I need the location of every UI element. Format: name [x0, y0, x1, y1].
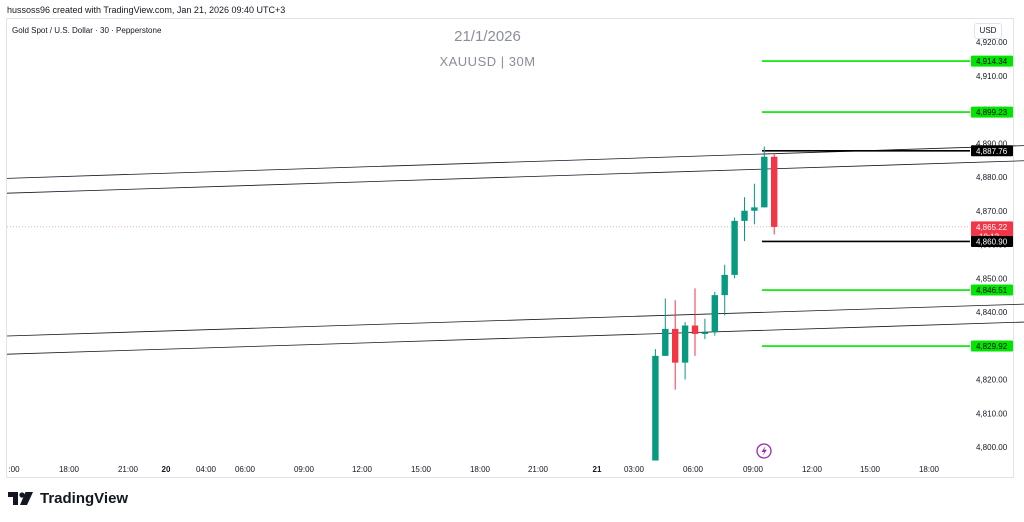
- y-tick-label: 4,820.00: [976, 376, 1008, 385]
- candle: [672, 300, 679, 390]
- price-tag-label: 4,887.76: [976, 147, 1008, 156]
- price-tag-box: [971, 145, 1013, 157]
- brand-name: TradingView: [40, 490, 129, 507]
- price-tag: 4,846.51: [971, 284, 1013, 296]
- x-tick-label: 04:00: [196, 465, 217, 474]
- candle: [751, 183, 758, 225]
- chart-frame: [6, 18, 1014, 478]
- candle: [652, 349, 659, 461]
- candle: [662, 298, 669, 356]
- y-tick-label: 4,910.00: [976, 72, 1008, 81]
- candle: [741, 197, 748, 242]
- chart-credit: hussoss96 created with TradingView.com, …: [7, 5, 286, 15]
- candle-body: [681, 325, 689, 363]
- trendline: [6, 145, 1024, 179]
- y-tick-label: 4,880.00: [976, 173, 1008, 182]
- candle-body: [761, 156, 768, 208]
- candle-body: [721, 274, 728, 296]
- x-tick-label: 15:00: [860, 465, 881, 474]
- x-tick-label: 12:00: [352, 465, 373, 474]
- symbol-description: Gold Spot / U.S. Dollar · 30 · Peppersto…: [12, 26, 162, 35]
- candle-body: [711, 295, 718, 333]
- tradingview-logo: TradingView: [8, 490, 128, 507]
- x-tick-label: 18:00: [59, 465, 80, 474]
- price-tag-label: 4,860.90: [976, 237, 1008, 246]
- price-tag-label: 4,846.51: [976, 286, 1008, 295]
- x-tick-label: 15:00: [411, 465, 432, 474]
- x-tick-label: 20: [162, 465, 171, 474]
- price-tag-box: [971, 106, 1013, 118]
- candle: [771, 153, 778, 235]
- candle-body: [751, 207, 758, 211]
- candle-body: [701, 332, 709, 334]
- x-tick-label: 09:00: [294, 465, 315, 474]
- candle-body: [771, 156, 778, 227]
- candle: [711, 291, 718, 336]
- candle-body: [672, 328, 679, 363]
- price-tag-box: [971, 340, 1013, 352]
- x-tick-label: 21:00: [118, 465, 139, 474]
- trendline: [6, 160, 1024, 194]
- price-tags: 4,914.344,899.234,887.764,865.2219:124,8…: [971, 55, 1013, 352]
- watermark-symbol: XAUUSD | 30M: [439, 54, 536, 69]
- price-tag-label: 4,899.23: [976, 108, 1008, 117]
- x-tick-label: :00: [8, 465, 20, 474]
- x-tick-label: 12:00: [802, 465, 823, 474]
- candle: [691, 288, 699, 356]
- price-tag: 4,887.76: [971, 145, 1013, 157]
- price-tag-label: 4,865.22: [976, 223, 1008, 232]
- watermark-date: 21/1/2026: [454, 28, 521, 45]
- candle-body: [691, 325, 699, 334]
- candle: [721, 264, 728, 316]
- candle: [681, 322, 689, 380]
- level-lines: [7, 60, 970, 347]
- x-tick-label: 21: [593, 465, 602, 474]
- price-tag-box: [971, 55, 1013, 67]
- y-tick-label: 4,800.00: [976, 443, 1008, 452]
- currency-label[interactable]: USD: [974, 23, 1002, 39]
- price-tag: 4,899.23: [971, 106, 1013, 118]
- tradingview-logo-icon: [8, 491, 33, 505]
- y-tick-label: 4,810.00: [976, 409, 1008, 418]
- candle-body: [652, 355, 659, 461]
- x-tick-label: 06:00: [235, 465, 256, 474]
- lightning-icon[interactable]: [756, 443, 772, 459]
- x-tick-label: 21:00: [528, 465, 549, 474]
- y-tick-label: 4,840.00: [976, 308, 1008, 317]
- price-tag-box: [971, 284, 1013, 296]
- time-axis: :00 18:00 21:00 20 04:00 06:00 09:00 12:00 15:00…: [8, 465, 939, 474]
- x-tick-label: 09:00: [743, 465, 764, 474]
- price-tag-label: 4,914.34: [976, 57, 1008, 66]
- y-tick-label: 4,850.00: [976, 274, 1008, 283]
- trendline: [6, 321, 1024, 355]
- candle-body: [741, 210, 748, 221]
- candle-body: [662, 328, 669, 356]
- y-tick-label: 4,920.00: [976, 38, 1008, 47]
- x-tick-label: 18:00: [470, 465, 491, 474]
- price-tag: 4,860.90: [971, 235, 1013, 247]
- trendline: [6, 303, 1024, 337]
- candle: [731, 217, 738, 279]
- trendlines: [6, 145, 1024, 355]
- price-tag: 4,914.34: [971, 55, 1013, 67]
- price-tag: 4,829.92: [971, 340, 1013, 352]
- x-tick-label: 03:00: [624, 465, 645, 474]
- x-tick-label: 06:00: [683, 465, 704, 474]
- y-tick-label: 4,870.00: [976, 207, 1008, 216]
- candles: [652, 146, 778, 461]
- price-tag-label: 4,829.92: [976, 342, 1008, 351]
- y-tick-label: 4,890.00: [976, 139, 1008, 148]
- candle: [701, 318, 709, 339]
- candle-body: [731, 220, 738, 275]
- price-tag-box: [971, 235, 1013, 247]
- x-tick-label: 18:00: [919, 465, 940, 474]
- candle: [761, 146, 768, 208]
